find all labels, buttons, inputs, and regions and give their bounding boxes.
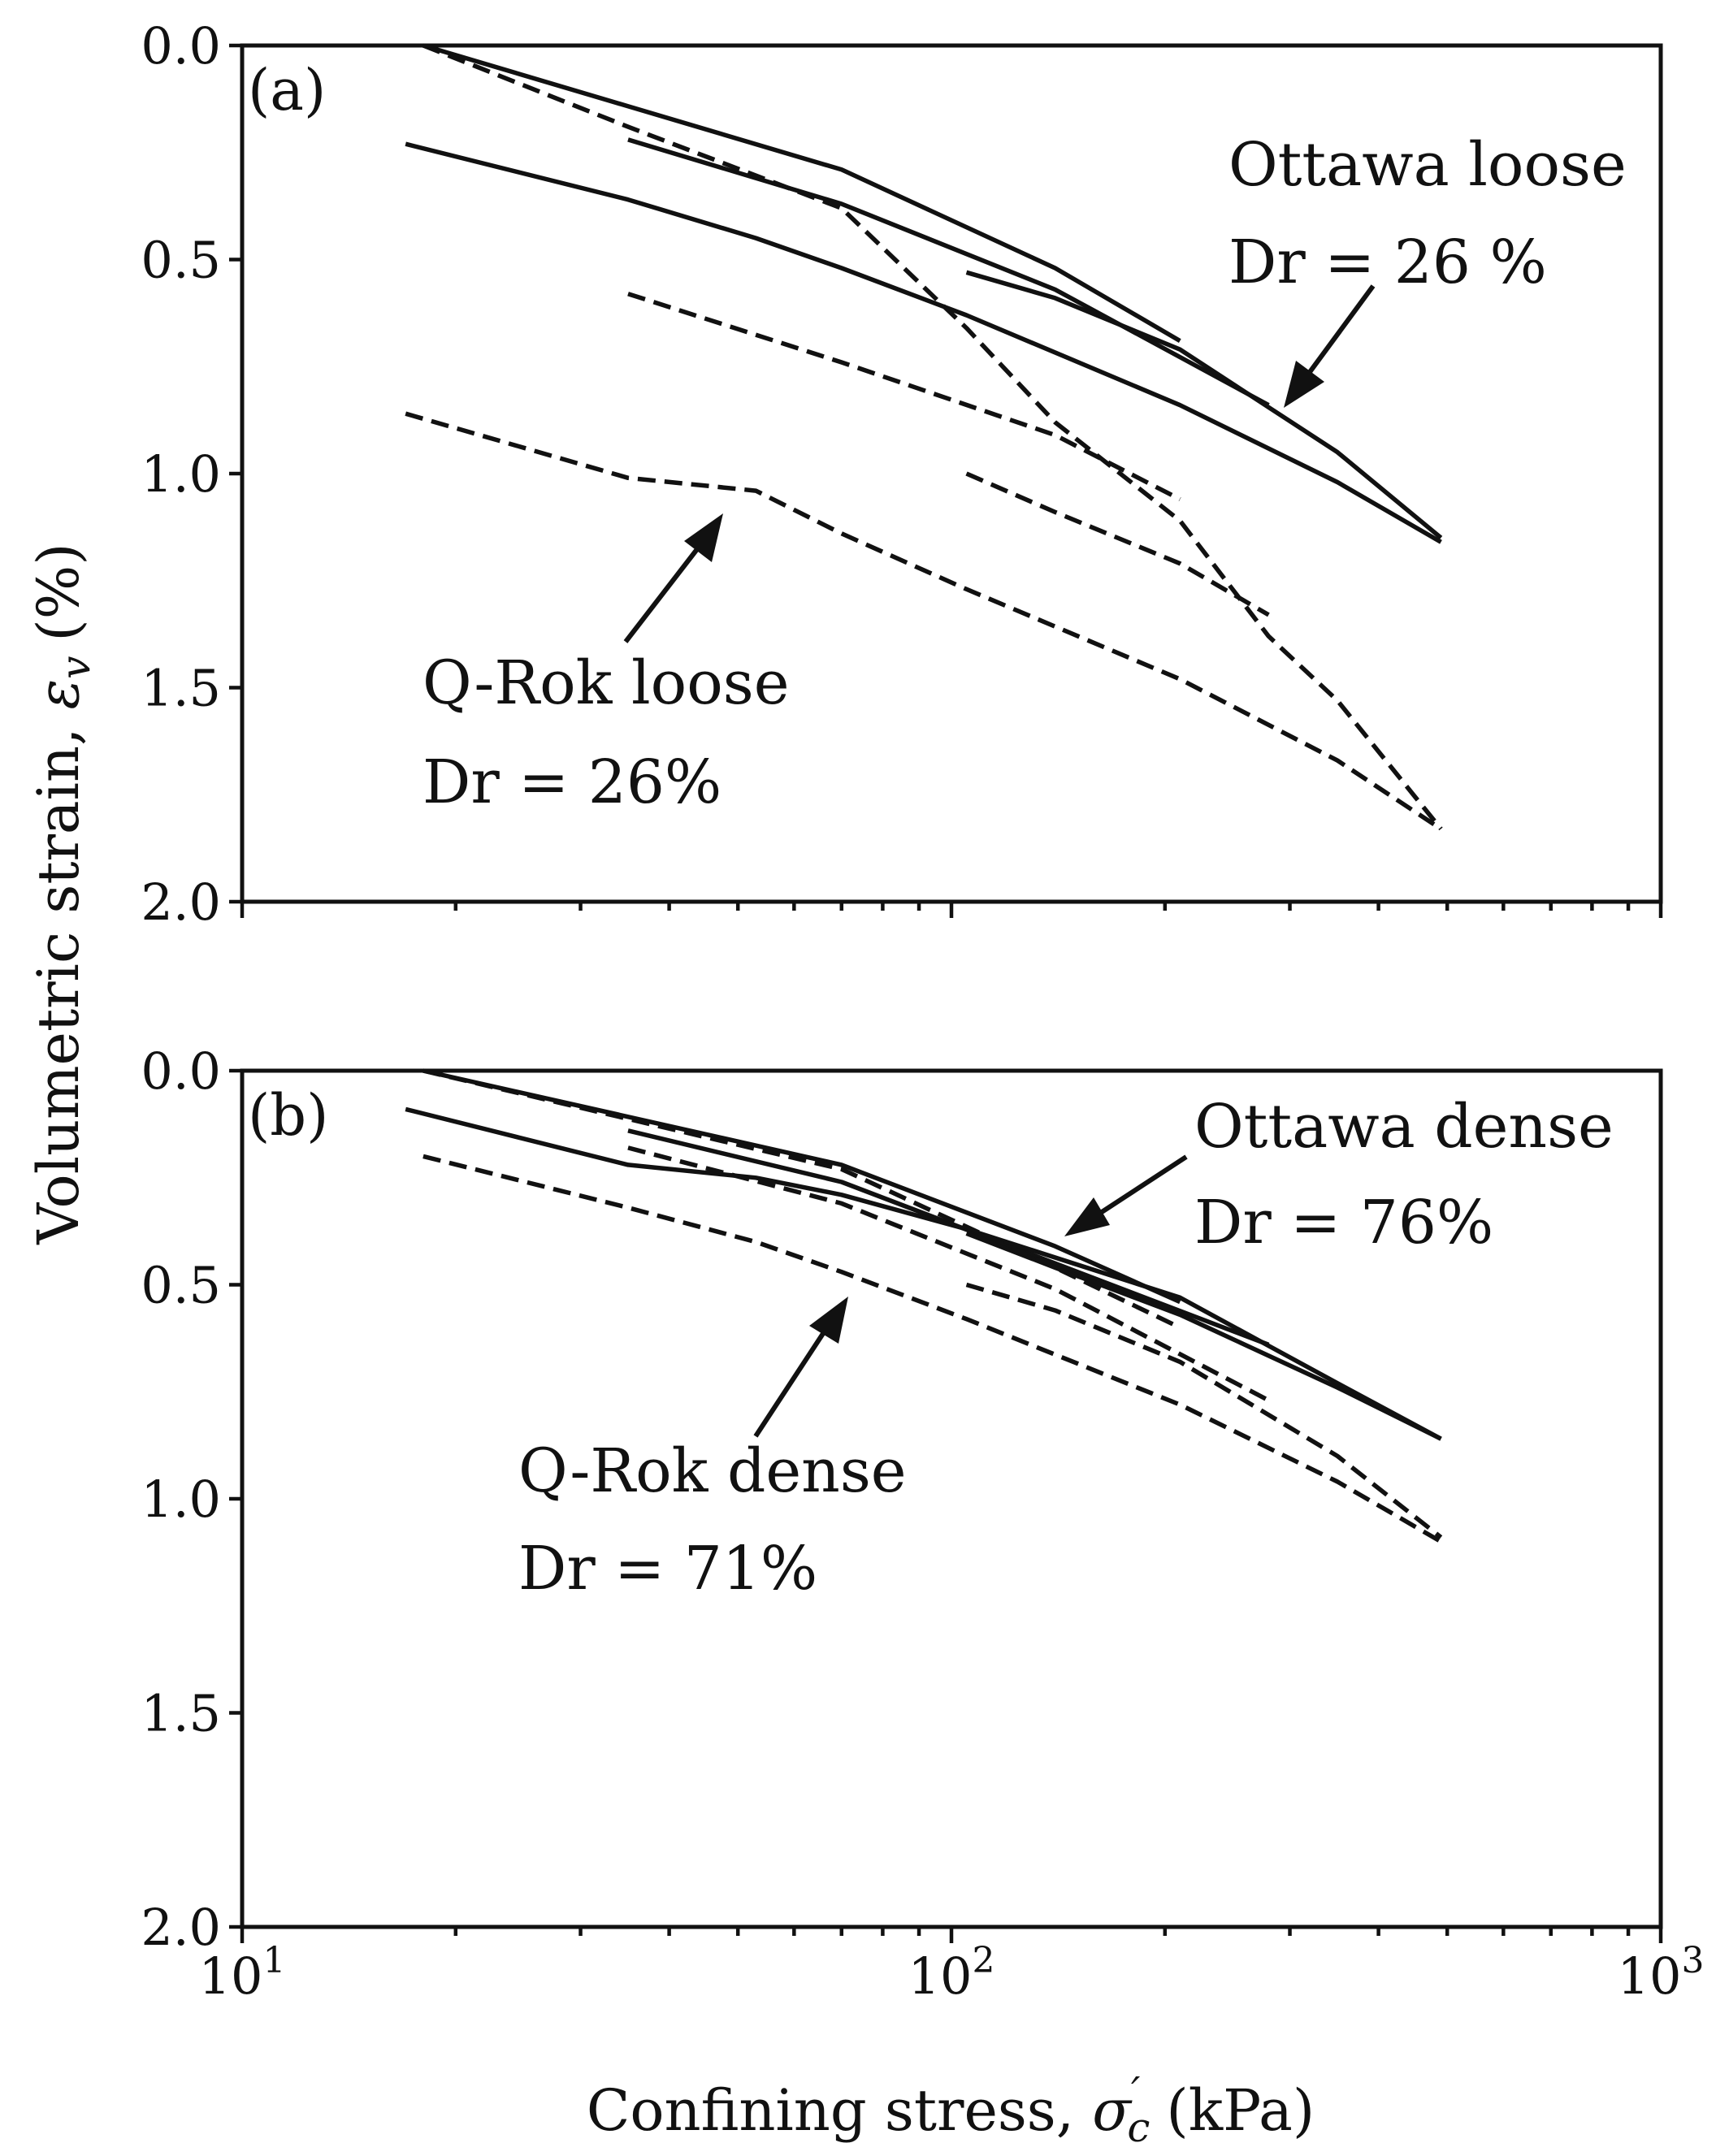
ottawa-series-line (627, 137, 1270, 408)
ottawa-series-line (965, 270, 1443, 540)
qrok-loose-label: Q-Rok loose (422, 648, 790, 718)
ottawa-series-line (405, 1106, 1442, 1441)
x-tick-label: 103 (1618, 1940, 1705, 2006)
x-axis-title: Confining stress, σ′ c (kPa) (587, 2068, 1315, 2151)
y-tick-label: 2.0 (141, 872, 221, 932)
qrok-series-line (422, 1068, 1181, 1330)
y-tick-label: 1.0 (141, 1470, 221, 1529)
x-tick-label: 102 (908, 1940, 995, 2006)
y-tick-label: 0.5 (141, 231, 221, 290)
qrok-series-line (422, 1154, 1442, 1544)
ottawa-loose-arrow (1284, 284, 1376, 408)
qrok-dense-arrow (753, 1297, 848, 1438)
qrok-series-line (422, 43, 1443, 831)
y-tick-label: 0.0 (141, 1041, 221, 1101)
panel-b-y-ticks: 0.0 0.5 1.0 1.5 2.0 (141, 1041, 242, 1957)
ottawa-series-line (965, 1231, 1442, 1441)
panel-a-tag: (a) (248, 57, 326, 123)
y-tick-label: 1.0 (141, 444, 221, 504)
y-tick-label: 0.5 (141, 1256, 221, 1315)
ottawa-series-line (405, 141, 1442, 544)
qrok-series-line (627, 1145, 1270, 1403)
qrok-dense-dr: Dr = 71% (518, 1534, 817, 1604)
panel-b: 0.0 0.5 1.0 1.5 2.0 101 102 103 (b) Ottawa den… (141, 1041, 1704, 2006)
x-tick-label: 101 (199, 1940, 286, 2006)
qrok-loose-dr: Dr = 26% (422, 747, 722, 817)
panel-b-tag: (b) (248, 1082, 328, 1149)
qrok-series-line (627, 292, 1181, 502)
y-tick-label: 2.0 (141, 1898, 221, 1957)
qrok-loose-arrow (623, 513, 723, 643)
panel-a-y-ticks: 0.0 0.5 1.0 1.5 2.0 (141, 16, 242, 932)
y-axis-title: Volumetric strain, εv(%) (25, 543, 99, 1245)
y-tick-label: 0.0 (141, 16, 221, 76)
panel-a-series (405, 43, 1443, 831)
ottawa-series-line (422, 1068, 1181, 1305)
panel-a-x-ticks (240, 902, 1663, 918)
panel-b-x-ticks: 101 102 103 (199, 1927, 1705, 2006)
panel-b-series (405, 1068, 1443, 1544)
panel-a: 0.0 0.5 1.0 1.5 2.0 (a) Ottawa loose Dr = 26… (141, 16, 1663, 932)
ottawa-series-line (422, 43, 1181, 343)
ottawa-loose-dr: Dr = 26 % (1228, 227, 1547, 297)
ottawa-loose-label: Ottawa loose (1228, 130, 1627, 200)
ottawa-dense-arrow (1064, 1154, 1188, 1236)
qrok-dense-label: Q-Rok dense (518, 1436, 907, 1506)
ottawa-dense-label: Ottawa dense (1194, 1092, 1614, 1162)
y-tick-label: 1.5 (141, 659, 221, 718)
qrok-series-line (965, 471, 1270, 617)
y-tick-label: 1.5 (141, 1684, 221, 1743)
ottawa-dense-dr: Dr = 76% (1194, 1188, 1493, 1258)
qrok-series-line (965, 1282, 1443, 1539)
qrok-series-line (405, 411, 1443, 831)
